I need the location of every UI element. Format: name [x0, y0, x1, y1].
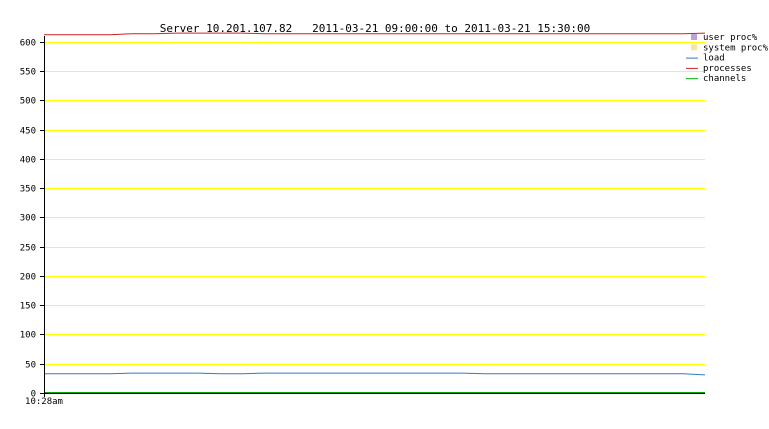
series-line-processes: [44, 32, 706, 36]
y-tick-label: 450: [20, 127, 36, 137]
legend-label: channels: [703, 74, 746, 84]
legend-label: user proc%: [703, 33, 758, 43]
x-axis-ticks: 10:28am: [25, 393, 63, 407]
legend-swatch: [691, 34, 697, 40]
y-tick-label: 350: [20, 185, 36, 195]
y-tick-label: 200: [20, 273, 36, 283]
y-tick-label: 150: [20, 302, 36, 312]
y-tick-label: 250: [20, 244, 36, 254]
legend-label: load: [703, 54, 725, 64]
y-tick-label: 600: [20, 39, 36, 49]
series-lines: [44, 32, 706, 394]
y-axis-ticks: 0 50 100 150 200 250 300 350 400 450 500 550 600: [20, 39, 44, 400]
x-tick-label: 10:28am: [25, 397, 63, 407]
legend: user proc%system proc%loadprocesseschann…: [686, 33, 769, 84]
axes: [44, 36, 705, 394]
chart-title: Server 10.201.107.82 2011-03-21 09:00:00…: [160, 22, 590, 35]
y-tick-label: 0: [31, 390, 36, 400]
y-tick-label: 100: [20, 331, 36, 341]
y-tick-label: 300: [20, 214, 36, 224]
y-tick-label: 50: [25, 361, 36, 371]
legend-label: processes: [703, 64, 752, 74]
y-tick-label: 550: [20, 68, 36, 78]
grid-lines: [44, 42, 705, 365]
legend-label: system proc%: [703, 43, 769, 53]
y-tick-label: 500: [20, 97, 36, 107]
legend-swatch: [691, 44, 697, 51]
series-line-load: [44, 372, 706, 376]
y-tick-label: 400: [20, 156, 36, 166]
